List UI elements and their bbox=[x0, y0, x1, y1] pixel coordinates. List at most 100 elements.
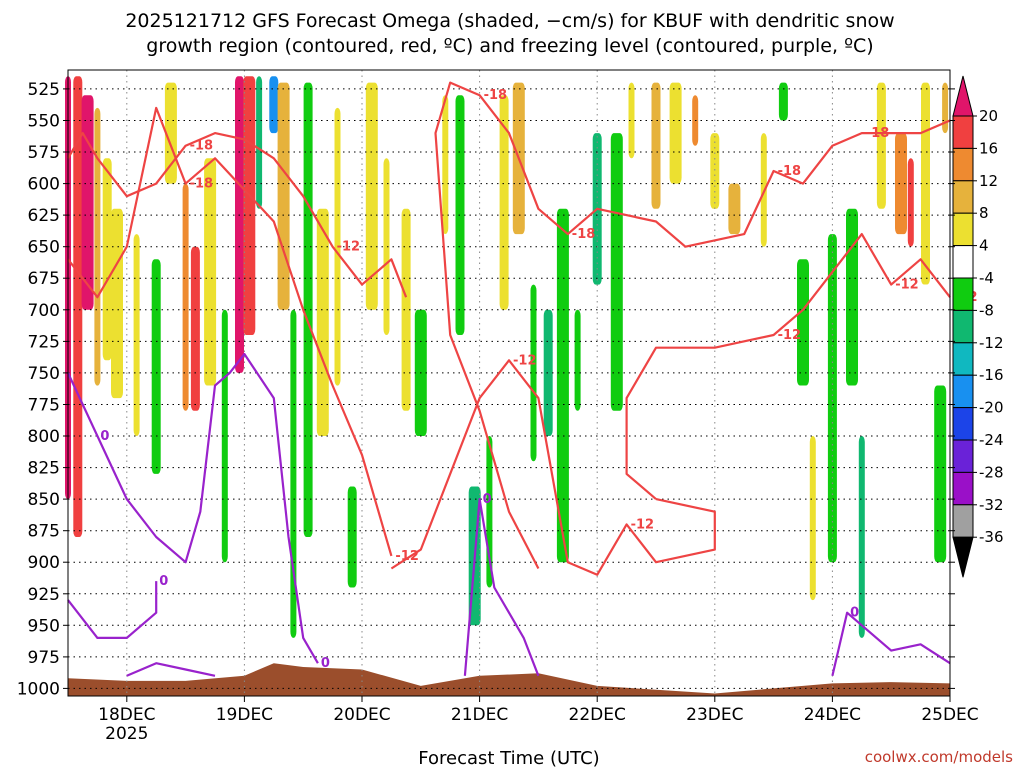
y-tick-label: 1000 bbox=[17, 679, 60, 699]
y-tick-label: 650 bbox=[28, 238, 60, 258]
colorbar-swatch bbox=[952, 277, 974, 311]
y-tick-label: 825 bbox=[28, 459, 60, 479]
omega-cell bbox=[499, 95, 509, 310]
omega-cell bbox=[895, 133, 907, 235]
colorbar-arrow-top bbox=[952, 75, 974, 117]
plot-area: -18-12-18-12-18-12-18-12-12-18-12-18-120… bbox=[65, 70, 978, 696]
colorbar-arrow-bottom bbox=[952, 536, 974, 578]
colorbar-swatch bbox=[952, 245, 974, 279]
y-tick-label: 725 bbox=[28, 332, 60, 352]
omega-cell bbox=[543, 309, 553, 436]
dgz-contour-label: -18 bbox=[866, 126, 890, 141]
omega-cell bbox=[827, 234, 837, 563]
freezing-level-contour bbox=[67, 352, 319, 664]
x-tick-label: 25DEC bbox=[921, 705, 978, 725]
dgz-contour-line bbox=[434, 81, 951, 570]
colorbar-tick-label: -12 bbox=[979, 334, 1004, 352]
omega-cell bbox=[628, 82, 635, 159]
colorbar-tick-label: 12 bbox=[979, 172, 998, 190]
omega-cell bbox=[277, 82, 290, 310]
y-tick-label: 550 bbox=[28, 112, 60, 132]
freezing-level-label: 0 bbox=[100, 429, 109, 444]
x-axis-label: Forecast Time (UTC) bbox=[418, 748, 599, 768]
omega-cell bbox=[316, 208, 329, 436]
colorbar-tick-label: -24 bbox=[979, 431, 1004, 449]
freezing-level-contour bbox=[67, 581, 158, 640]
chart-title-line1: 2025121712 GFS Forecast Omega (shaded, −… bbox=[125, 10, 894, 32]
colorbar-tick-label: -36 bbox=[979, 528, 1004, 546]
dgz-contour-label: -18 bbox=[778, 164, 802, 179]
x-year-label: 2025 bbox=[105, 724, 148, 744]
y-tick-label: 850 bbox=[28, 490, 60, 510]
omega-cell bbox=[876, 82, 886, 209]
omega-cell bbox=[269, 76, 279, 134]
omega-cell bbox=[365, 82, 378, 310]
freezing-level-label: 0 bbox=[850, 606, 859, 621]
omega-cell bbox=[934, 385, 947, 563]
omega-cell bbox=[401, 208, 411, 411]
colorbar-tick-label: -32 bbox=[979, 496, 1004, 514]
x-tick-label: 21DEC bbox=[451, 705, 508, 725]
omega-cell bbox=[164, 82, 177, 184]
freezing-level-label: 0 bbox=[159, 574, 168, 589]
omega-cell bbox=[111, 208, 123, 399]
dgz-contour-line bbox=[67, 106, 393, 557]
omega-cell bbox=[81, 95, 94, 310]
plot-frame bbox=[67, 69, 951, 697]
omega-cell bbox=[610, 133, 623, 411]
omega-cell bbox=[574, 309, 581, 411]
dgz-contour-line bbox=[390, 359, 716, 576]
freezing-level-contour bbox=[126, 662, 216, 677]
omega-cell bbox=[190, 246, 200, 411]
colorbar-tick-label: 20 bbox=[979, 107, 998, 125]
colorbar-swatch bbox=[952, 471, 974, 506]
omega-cell bbox=[73, 76, 83, 538]
colorbar-swatch bbox=[952, 180, 974, 214]
omega-cell bbox=[383, 158, 390, 335]
colorbar-tick-label: -16 bbox=[979, 366, 1004, 384]
omega-cell bbox=[809, 436, 816, 601]
colorbar-swatch bbox=[952, 115, 974, 149]
omega-cell bbox=[256, 76, 263, 209]
omega-cell bbox=[921, 82, 930, 285]
omega-cell bbox=[797, 259, 809, 386]
omega-cell bbox=[942, 82, 949, 134]
freezing-level-contour bbox=[831, 611, 951, 677]
y-tick-label: 700 bbox=[28, 301, 60, 321]
x-tick-label: 23DEC bbox=[686, 705, 743, 725]
dgz-contour-line bbox=[67, 132, 408, 298]
colorbar-swatch bbox=[952, 309, 974, 344]
colorbar-swatch bbox=[952, 147, 974, 182]
colorbar-swatch bbox=[952, 374, 974, 409]
axes: 525 550 575 600 625 650 675 700 725 750 775 800 825 8… bbox=[17, 69, 979, 744]
x-tick-label: 18DEC bbox=[98, 705, 155, 725]
omega-cell bbox=[846, 208, 858, 386]
credit-text: coolwx.com/models bbox=[865, 748, 1013, 766]
colorbar-swatch bbox=[952, 439, 974, 473]
dgz-contour-label: -12 bbox=[631, 517, 655, 532]
y-tick-label: 950 bbox=[28, 616, 60, 636]
omega-cell bbox=[728, 183, 741, 235]
chart-title-line2: growth region (contoured, red, ºC) and f… bbox=[146, 35, 873, 57]
colorbar-tick-label: 16 bbox=[979, 139, 998, 157]
omega-cell bbox=[243, 76, 256, 336]
x-tick-label: 24DEC bbox=[804, 705, 861, 725]
omega-cell bbox=[858, 436, 865, 638]
freezing-level-contour bbox=[463, 498, 540, 677]
omega-cell bbox=[907, 158, 914, 247]
omega-cell bbox=[556, 208, 569, 563]
y-tick-label: 900 bbox=[28, 553, 60, 573]
y-tick-label: 975 bbox=[28, 648, 60, 668]
terrain-surface bbox=[68, 663, 950, 696]
dgz-contour-label: -12 bbox=[337, 240, 361, 255]
y-tick-label: 525 bbox=[28, 80, 60, 100]
omega-cell bbox=[204, 158, 217, 386]
omega-cell bbox=[102, 158, 112, 361]
dgz-contour-label: -18 bbox=[190, 177, 214, 192]
colorbar-tick-label: -8 bbox=[979, 301, 994, 319]
freezing-level-label: 0 bbox=[321, 656, 330, 671]
colorbar-swatch bbox=[952, 504, 974, 538]
omega-cell bbox=[669, 82, 682, 184]
y-tick-label: 750 bbox=[28, 364, 60, 384]
